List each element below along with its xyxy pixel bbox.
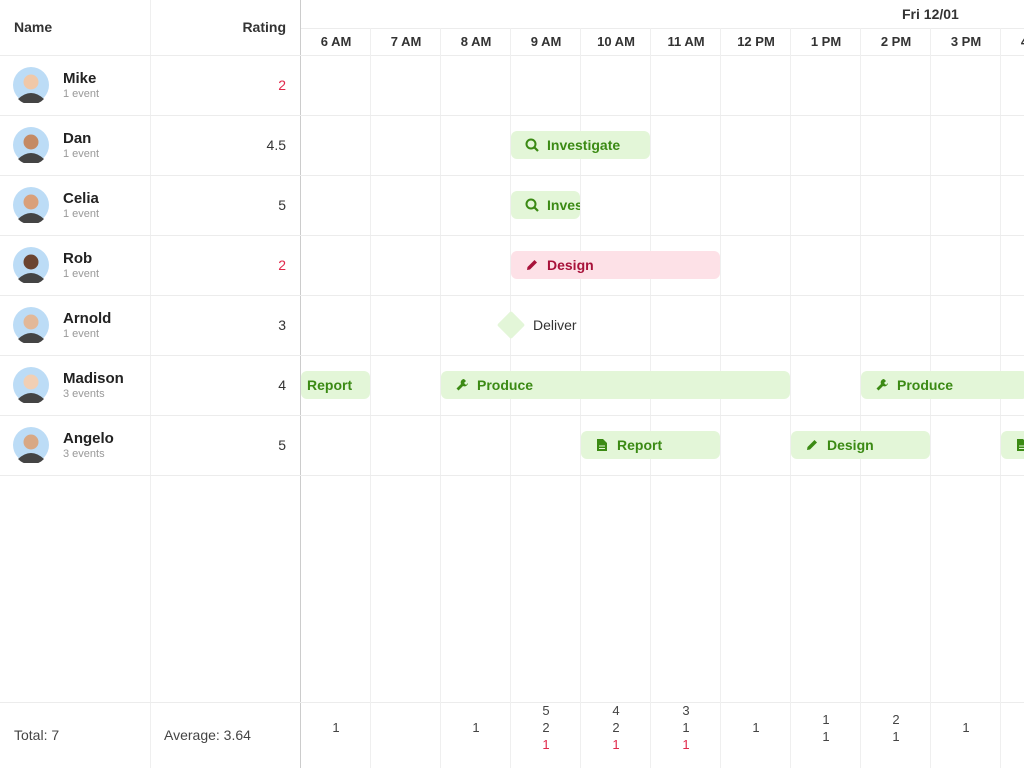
event-bar[interactable]: Investigate <box>511 131 650 159</box>
header-line <box>301 28 1024 29</box>
person-name: Celia <box>63 190 99 207</box>
hour-label: 2 PM <box>880 34 912 49</box>
milestone-label: Deliver <box>533 317 577 333</box>
hour-label: 7 AM <box>390 34 422 49</box>
event-count: 1 event <box>63 268 100 280</box>
hour-label: 4 PM <box>1001 34 1024 49</box>
rating: 5 <box>278 197 286 213</box>
count: 3 <box>682 703 690 718</box>
icon <box>876 379 888 391</box>
event-count: 3 events <box>63 448 105 460</box>
event-bar[interactable]: Report <box>301 371 370 399</box>
milestone[interactable] <box>496 310 526 340</box>
avatar <box>13 427 49 463</box>
hour-label: 9 AM <box>530 34 562 49</box>
hour-label: 3 PM <box>950 34 982 49</box>
icon <box>456 379 468 391</box>
row-line <box>0 355 1024 356</box>
icon <box>527 260 537 270</box>
count: 1 <box>822 728 830 744</box>
event-count: 1 event <box>63 88 100 100</box>
icon <box>807 440 817 450</box>
count: 1 <box>962 720 970 735</box>
count: 1 <box>612 737 620 752</box>
icon <box>597 439 607 451</box>
average: Average: 3.64 <box>164 727 251 743</box>
rating-header[interactable]: Rating <box>242 19 286 35</box>
row-line <box>0 295 1024 296</box>
event-bar[interactable]: Produce <box>441 371 790 399</box>
count: 2 <box>542 720 550 735</box>
rating: 5 <box>278 437 286 453</box>
row-line <box>0 235 1024 236</box>
hour-line <box>440 28 441 768</box>
rating: 4.5 <box>266 137 286 153</box>
count: 2 <box>892 711 900 727</box>
count: 1 <box>682 720 690 735</box>
name-header[interactable]: Name <box>14 19 53 35</box>
timeline: Fri 12/01 6 AM 7 AM 8 AM 9 AM 10 AM 11 AM 12 P… <box>301 0 1024 768</box>
avatar <box>13 307 49 343</box>
count: 1 <box>332 720 340 735</box>
person-name: Arnold <box>63 310 112 327</box>
event-count: 3 events <box>63 388 105 400</box>
event-bar[interactable] <box>1001 431 1024 459</box>
avatar <box>13 247 49 283</box>
count: 1 <box>752 720 760 735</box>
count: 1 <box>472 720 480 735</box>
avatar <box>13 127 49 163</box>
hour-label: 10 AM <box>597 34 635 49</box>
row-line <box>0 415 1024 416</box>
splitter <box>300 0 301 768</box>
person-name: Madison <box>63 370 124 387</box>
event-bar[interactable]: Report <box>581 431 720 459</box>
count: 1 <box>542 737 550 752</box>
hour-label: 11 AM <box>667 34 705 49</box>
event-count: 1 event <box>63 208 100 220</box>
person-name: Rob <box>63 250 93 267</box>
count: 1 <box>892 728 900 744</box>
hour-label: 8 AM <box>460 34 492 49</box>
date-header: Fri 12/01 <box>902 6 959 22</box>
hour-label: 1 PM <box>810 34 842 49</box>
avatar <box>13 67 49 103</box>
rating: 3 <box>278 317 286 333</box>
event-bar[interactable]: Produce <box>861 371 1024 399</box>
hour-line <box>790 28 791 768</box>
total: Total: 7 <box>14 727 60 743</box>
hour-line <box>860 28 861 768</box>
person-name: Mike <box>63 70 97 87</box>
icon <box>525 138 539 152</box>
count: 1 <box>822 711 830 727</box>
person-name: Angelo <box>63 430 114 447</box>
header-line <box>0 55 1024 56</box>
hour-line <box>370 28 371 768</box>
count: 1 <box>682 737 690 752</box>
hour-label: 6 AM <box>320 34 352 49</box>
column-divider <box>150 0 151 768</box>
avatar <box>13 187 49 223</box>
event-count: 1 event <box>63 148 100 160</box>
rating: 2 <box>278 77 286 93</box>
rating: 2 <box>278 257 286 273</box>
row-line <box>0 175 1024 176</box>
rating: 4 <box>278 377 286 393</box>
avatar <box>13 367 49 403</box>
count: 2 <box>612 720 620 735</box>
person-name: Dan <box>63 130 92 147</box>
event-bar[interactable]: Design <box>511 251 720 279</box>
count: 4 <box>612 703 620 718</box>
count: 5 <box>542 703 550 718</box>
event-bar[interactable]: Investigate <box>511 191 580 219</box>
icon <box>525 198 539 212</box>
hour-label: 12 PM <box>737 34 775 49</box>
event-bar[interactable]: Design <box>791 431 930 459</box>
row-line <box>0 115 1024 116</box>
icon <box>1017 439 1024 451</box>
footer-line <box>0 702 1024 703</box>
row-line <box>0 475 1024 476</box>
event-count: 1 event <box>63 328 100 340</box>
